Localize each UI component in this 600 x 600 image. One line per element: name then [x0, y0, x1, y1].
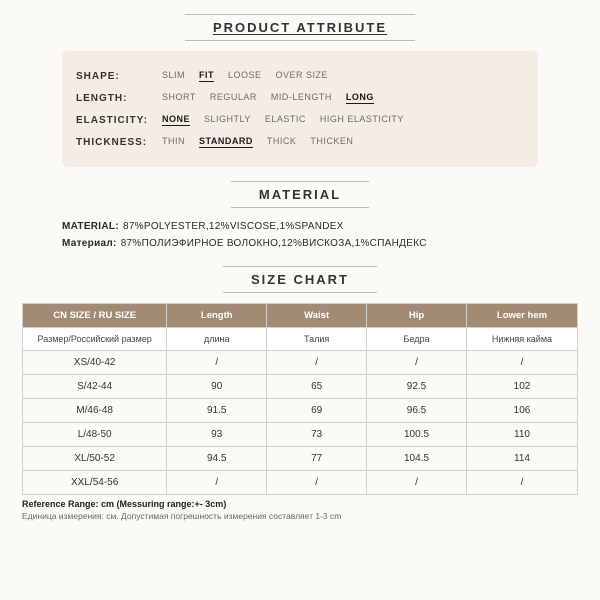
attribute-option[interactable]: SLIM — [162, 70, 185, 82]
attribute-option[interactable]: THICKEN — [310, 136, 353, 148]
value-cell: 100.5 — [367, 423, 467, 447]
attribute-options: THIN STANDARD THICK THICKEN — [162, 136, 353, 148]
value-cell: 104.5 — [367, 447, 467, 471]
value-cell: 94.5 — [167, 447, 267, 471]
attribute-box: SHAPE:SLIM FIT LOOSE OVER SIZE LENGTH:SHORT R… — [62, 51, 538, 167]
value-cell: / — [267, 351, 367, 375]
table-header-ru: длина — [167, 328, 267, 351]
attribute-option[interactable]: THIN — [162, 136, 185, 148]
reference-range-en: Reference Range: cm (Messuring range:+- … — [22, 499, 578, 509]
material-label-en: MATERIAL: — [62, 218, 119, 235]
material-header: MATERIAL — [22, 181, 578, 208]
size-cell: XL/50-52 — [23, 447, 167, 471]
attribute-row: LENGTH:SHORT REGULAR MID-LENGTH LONG — [72, 87, 528, 109]
size-chart-header: SIZE CHART — [22, 266, 578, 293]
size-cell: M/46-48 — [23, 399, 167, 423]
table-header-en: Waist — [267, 304, 367, 328]
attribute-label: ELASTICITY: — [72, 115, 162, 126]
attribute-options: SHORT REGULAR MID-LENGTH LONG — [162, 92, 374, 104]
table-row: L/48-509373100.5110 — [23, 423, 578, 447]
value-cell: 93 — [167, 423, 267, 447]
value-cell: 106 — [466, 399, 577, 423]
attribute-label: LENGTH: — [72, 93, 162, 104]
value-cell: 96.5 — [367, 399, 467, 423]
attribute-option[interactable]: SLIGHTLY — [204, 114, 251, 126]
table-row: M/46-4891.56996.5106 — [23, 399, 578, 423]
attribute-option[interactable]: OVER SIZE — [276, 70, 329, 82]
value-cell: 102 — [466, 375, 577, 399]
attribute-option[interactable]: NONE — [162, 114, 190, 126]
table-header-en: Lower hem — [466, 304, 577, 328]
attribute-label: THICKNESS: — [72, 137, 162, 148]
size-cell: XXL/54-56 — [23, 471, 167, 495]
attribute-option[interactable]: STANDARD — [199, 136, 253, 148]
table-header-en: Length — [167, 304, 267, 328]
material-block: MATERIAL: 87%POLYESTER,12%VISCOSE,1%SPAN… — [62, 218, 538, 252]
product-attribute-header: PRODUCT ATTRIBUTE — [22, 14, 578, 41]
value-cell: / — [367, 471, 467, 495]
attribute-options: NONE SLIGHTLY ELASTIC HIGH ELASTICITY — [162, 114, 404, 126]
value-cell: 69 — [267, 399, 367, 423]
value-cell: 73 — [267, 423, 367, 447]
attribute-option[interactable]: LONG — [346, 92, 374, 104]
value-cell: / — [167, 471, 267, 495]
value-cell: 114 — [466, 447, 577, 471]
table-row: S/42-44906592.5102 — [23, 375, 578, 399]
table-header-ru: Талия — [267, 328, 367, 351]
table-header-en: Hip — [367, 304, 467, 328]
size-chart-table: CN SIZE / RU SIZELengthWaistHipLower hem… — [22, 303, 578, 495]
attribute-option[interactable]: ELASTIC — [265, 114, 306, 126]
reference-range-ru: Единица измерения: см. Допустимая погреш… — [22, 511, 578, 521]
table-row: XS/40-42//// — [23, 351, 578, 375]
attribute-option[interactable]: MID-LENGTH — [271, 92, 332, 104]
value-cell: 91.5 — [167, 399, 267, 423]
size-cell: XS/40-42 — [23, 351, 167, 375]
value-cell: / — [466, 351, 577, 375]
table-header-ru: Размер/Российский размер — [23, 328, 167, 351]
attribute-row: ELASTICITY:NONE SLIGHTLY ELASTIC HIGH ELAST… — [72, 109, 528, 131]
material-title: MATERIAL — [231, 181, 369, 208]
size-chart-title: SIZE CHART — [223, 266, 377, 293]
material-value-en: 87%POLYESTER,12%VISCOSE,1%SPANDEX — [123, 218, 344, 235]
attribute-option[interactable]: SHORT — [162, 92, 196, 104]
size-cell: L/48-50 — [23, 423, 167, 447]
table-header-ru: Нижняя кайма — [466, 328, 577, 351]
table-header-ru: Бедра — [367, 328, 467, 351]
material-value-ru: 87%ПОЛИЭФИРНОЕ ВОЛОКНО,12%ВИСКОЗА,1%СПАН… — [121, 235, 427, 252]
product-attribute-title: PRODUCT ATTRIBUTE — [185, 14, 415, 41]
attribute-row: THICKNESS:THIN STANDARD THICK THICKEN — [72, 131, 528, 153]
value-cell: 90 — [167, 375, 267, 399]
value-cell: 65 — [267, 375, 367, 399]
value-cell: 92.5 — [367, 375, 467, 399]
size-cell: S/42-44 — [23, 375, 167, 399]
value-cell: / — [367, 351, 467, 375]
value-cell: / — [167, 351, 267, 375]
value-cell: / — [466, 471, 577, 495]
attribute-option[interactable]: REGULAR — [210, 92, 257, 104]
attribute-options: SLIM FIT LOOSE OVER SIZE — [162, 70, 328, 82]
attribute-option[interactable]: FIT — [199, 70, 214, 82]
material-label-ru: Материал: — [62, 235, 117, 252]
attribute-option[interactable]: HIGH ELASTICITY — [320, 114, 404, 126]
table-header-en: CN SIZE / RU SIZE — [23, 304, 167, 328]
table-row: XL/50-5294.577104.5114 — [23, 447, 578, 471]
value-cell: / — [267, 471, 367, 495]
table-row: XXL/54-56//// — [23, 471, 578, 495]
attribute-option[interactable]: LOOSE — [228, 70, 262, 82]
value-cell: 77 — [267, 447, 367, 471]
attribute-label: SHAPE: — [72, 71, 162, 82]
attribute-row: SHAPE:SLIM FIT LOOSE OVER SIZE — [72, 65, 528, 87]
attribute-option[interactable]: THICK — [267, 136, 297, 148]
value-cell: 110 — [466, 423, 577, 447]
